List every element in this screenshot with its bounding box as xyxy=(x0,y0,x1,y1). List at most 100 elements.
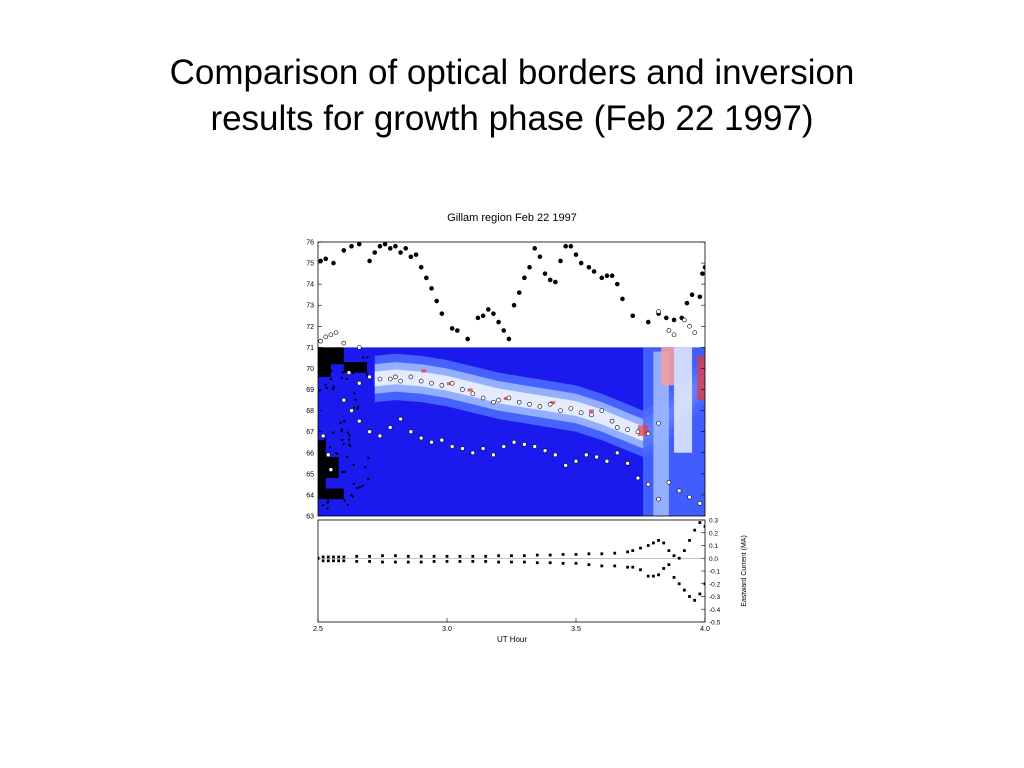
boundary-point-open xyxy=(682,317,687,323)
boundary-point-open xyxy=(558,408,563,413)
boundary-point-open xyxy=(666,479,672,485)
no-data-speck xyxy=(340,430,343,433)
current-point xyxy=(381,554,384,558)
current-point xyxy=(682,549,686,552)
boundary-point-open xyxy=(398,378,403,384)
no-data-speck xyxy=(339,421,342,424)
no-data-block xyxy=(318,347,331,377)
current-point xyxy=(381,560,384,564)
boundary-point-open xyxy=(542,448,548,453)
top-y-tick-label: 63 xyxy=(306,514,314,521)
boundary-point-open xyxy=(470,450,476,456)
boundary-point-filled xyxy=(429,286,434,291)
boundary-point-filled xyxy=(614,281,620,287)
boundary-point-open xyxy=(470,391,476,397)
boundary-point-filled xyxy=(591,269,597,274)
boundary-point-filled xyxy=(599,275,605,281)
no-data-speck xyxy=(325,387,328,390)
bottom-y-tick-label: -0.2 xyxy=(709,581,721,588)
boundary-point-filled xyxy=(331,260,336,266)
no-data-speck xyxy=(348,434,351,437)
top-y-tick-label: 70 xyxy=(306,366,314,373)
emission-image xyxy=(318,347,705,516)
boundary-point-open xyxy=(398,416,403,422)
bottom-panel-frame xyxy=(317,519,706,623)
current-point xyxy=(613,551,617,555)
boundary-point-filled xyxy=(671,317,677,323)
boundary-point-filled xyxy=(382,242,388,247)
no-data-speck xyxy=(345,378,348,381)
boundary-point-open xyxy=(377,376,383,382)
boundary-point-filled xyxy=(475,315,481,321)
current-point xyxy=(394,560,397,564)
boundary-point-open xyxy=(320,433,326,439)
current-point xyxy=(497,554,500,558)
boundary-point-open xyxy=(356,380,362,386)
slide-title-line-2: results for growth phase (Feb 22 1997) xyxy=(210,99,814,138)
current-point xyxy=(432,560,436,563)
no-data-speck xyxy=(362,356,365,359)
no-data-speck xyxy=(361,484,364,487)
no-data-speck xyxy=(357,405,360,408)
top-y-tick-label: 73 xyxy=(306,303,314,310)
no-data-speck xyxy=(321,452,324,455)
x-tick-label: 2.5 xyxy=(313,626,323,633)
boundary-point-filled xyxy=(480,313,486,319)
boundary-point-open xyxy=(377,433,383,439)
boundary-point-filled xyxy=(318,258,323,264)
current-point xyxy=(471,554,475,558)
boundary-point-open xyxy=(439,437,445,443)
current-point xyxy=(321,555,325,559)
boundary-point-open xyxy=(563,463,568,468)
current-point xyxy=(561,553,565,556)
boundary-point-filled xyxy=(527,264,532,270)
no-data-speck xyxy=(326,353,329,356)
current-point xyxy=(321,559,325,563)
no-data-speck xyxy=(329,378,332,381)
boundary-point-open xyxy=(666,328,672,333)
current-point xyxy=(631,565,635,569)
no-data-speck xyxy=(353,392,356,395)
boundary-point-open xyxy=(460,387,465,392)
no-data-speck xyxy=(340,471,343,474)
boundary-point-filled xyxy=(485,307,491,312)
no-data-speck xyxy=(323,469,326,472)
boundary-point-filled xyxy=(563,243,568,249)
current-point xyxy=(677,582,681,586)
boundary-point-open xyxy=(393,374,398,380)
current-point xyxy=(657,539,660,542)
current-point xyxy=(657,573,660,577)
boundary-point-open xyxy=(429,380,434,386)
bottom-y-tick-label: -0.4 xyxy=(709,607,721,614)
current-point xyxy=(688,539,691,542)
boundary-point-open xyxy=(671,332,677,338)
current-point xyxy=(600,564,604,568)
current-point xyxy=(326,555,330,559)
current-point xyxy=(548,561,552,565)
boundary-point-filled xyxy=(418,264,424,270)
no-data-block xyxy=(318,440,326,498)
boundary-point-filled xyxy=(398,250,403,255)
boundary-point-open xyxy=(527,401,532,407)
no-data-speck xyxy=(349,444,352,447)
current-point xyxy=(662,567,666,570)
no-data-speck xyxy=(318,389,321,392)
boundary-point-filled xyxy=(511,302,517,308)
no-data-speck xyxy=(346,431,349,434)
boundary-point-open xyxy=(635,429,641,434)
current-point xyxy=(587,552,591,556)
boundary-point-open xyxy=(656,496,661,502)
boundary-point-open xyxy=(480,395,486,401)
boundary-point-open xyxy=(584,452,589,458)
current-point xyxy=(368,560,371,563)
bottom-y-tick-label: -0.5 xyxy=(709,620,721,627)
current-point xyxy=(626,550,629,554)
boundary-point-open xyxy=(328,332,334,338)
no-data-speck xyxy=(346,456,349,459)
current-point xyxy=(419,560,423,564)
boundary-point-open xyxy=(697,501,703,506)
boundary-point-filled xyxy=(501,328,507,333)
no-data-speck xyxy=(365,373,368,376)
top-y-tick-label: 72 xyxy=(306,324,314,331)
